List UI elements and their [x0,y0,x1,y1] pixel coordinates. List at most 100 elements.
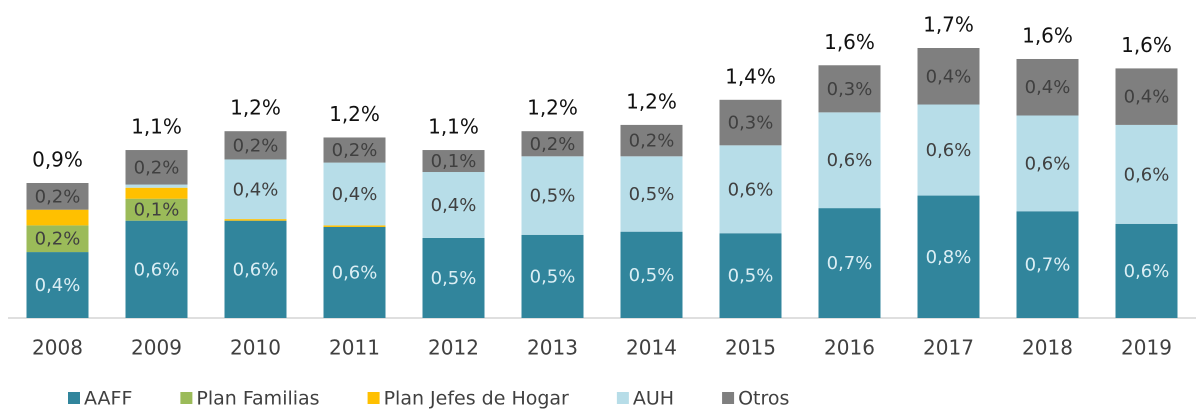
data-label: 0,4% [332,184,378,205]
bar-segment [620,124,683,157]
data-label: 0,2% [332,140,378,161]
bar-segment [323,137,386,163]
data-label: 0,6% [926,140,972,161]
bar-segment [1115,124,1178,224]
data-label: 0,1% [431,151,477,172]
bar-segment [125,184,188,188]
data-label: 0,2% [629,131,675,152]
bar-segment [917,195,980,318]
data-label: 0,5% [530,266,576,287]
bar-segment [521,156,584,235]
bar-segment [1115,68,1178,125]
data-label: 0,2% [134,157,180,178]
data-label: 0,5% [431,268,477,289]
legend-label: Otros [738,388,789,409]
data-label: 0,2% [35,186,81,207]
total-label: 0,9% [32,148,83,172]
data-label: 0,6% [332,262,378,283]
bar-segment [26,209,89,226]
x-tick-label: 2011 [329,336,380,360]
data-label: 0,6% [1025,153,1071,174]
x-tick-label: 2019 [1121,336,1172,360]
data-label: 0,5% [629,265,675,286]
data-label: 0,2% [233,135,279,156]
bar-segment [125,150,188,185]
total-label: 1,4% [725,64,776,88]
bar-segment [917,104,980,196]
data-label: 0,4% [1124,87,1170,108]
data-label: 0,7% [827,253,873,274]
x-tick-label: 2009 [131,336,182,360]
total-label: 1,6% [1022,23,1073,47]
x-tick-label: 2018 [1022,336,1073,360]
bar-segment [818,65,881,113]
legend-label: Plan Jefes de Hogar [384,388,569,409]
bar-segment [125,198,188,221]
bar-segment [719,145,782,234]
total-label: 1,2% [626,89,677,113]
data-label: 0,6% [1124,261,1170,282]
data-label: 0,7% [1025,255,1071,276]
legend-swatch [616,392,629,404]
data-label: 0,5% [728,266,774,287]
legend-swatch [722,392,735,404]
total-label: 1,1% [131,115,182,139]
bar-segment [422,172,485,238]
data-label: 0,4% [431,195,477,216]
legend-swatch [180,392,193,404]
bar-segment [917,48,980,105]
data-label: 0,6% [728,179,774,200]
x-tick-label: 2013 [527,336,578,360]
data-label: 0,6% [827,150,873,171]
legend-label: Plan Familias [196,388,319,409]
bar-segment [224,219,287,221]
bar-segment [719,99,782,146]
data-label: 0,3% [728,113,774,134]
data-label: 0,3% [827,79,873,100]
total-label: 1,2% [527,96,578,120]
bar-segment [818,112,881,209]
bar-segment [323,162,386,226]
bar-segment [1016,115,1079,212]
total-label: 1,7% [923,13,974,37]
x-tick-label: 2008 [32,336,83,360]
bar-segment [125,220,188,318]
x-tick-label: 2012 [428,336,479,360]
total-label: 1,2% [329,102,380,126]
bar-segment [224,159,287,220]
bar-segment [26,252,89,318]
total-label: 1,2% [230,96,281,120]
bar-segment [521,234,584,318]
bar-segment [719,233,782,318]
data-label: 0,4% [233,179,279,200]
legend-label: AAFF [84,388,132,409]
legend-swatch [68,392,80,404]
data-label: 0,6% [134,259,180,280]
bar-segment [620,156,683,232]
total-label: 1,6% [1121,33,1172,57]
x-tick-label: 2017 [923,336,974,360]
bar-segment [125,187,188,199]
bar-segment [422,237,485,318]
data-label: 0,8% [926,247,972,268]
bar-segment [422,150,485,173]
bar-segment [521,131,584,157]
legend-label: AUH [633,388,674,409]
data-label: 0,2% [35,229,81,250]
bar-segment [323,226,386,318]
bar-segment [26,225,89,253]
x-tick-label: 2014 [626,336,677,360]
bar-segment [26,183,89,210]
data-label: 0,2% [530,134,576,155]
total-label: 1,6% [824,30,875,54]
bar-segment [323,225,386,227]
legend-swatch [367,392,380,404]
bar-segment [1115,223,1178,318]
bar-segment [818,208,881,318]
bar-segment [1016,58,1079,116]
bar-segment [1016,211,1079,318]
bar-segment [224,220,287,318]
data-label: 0,4% [1025,77,1071,98]
bar-segment [224,131,287,160]
